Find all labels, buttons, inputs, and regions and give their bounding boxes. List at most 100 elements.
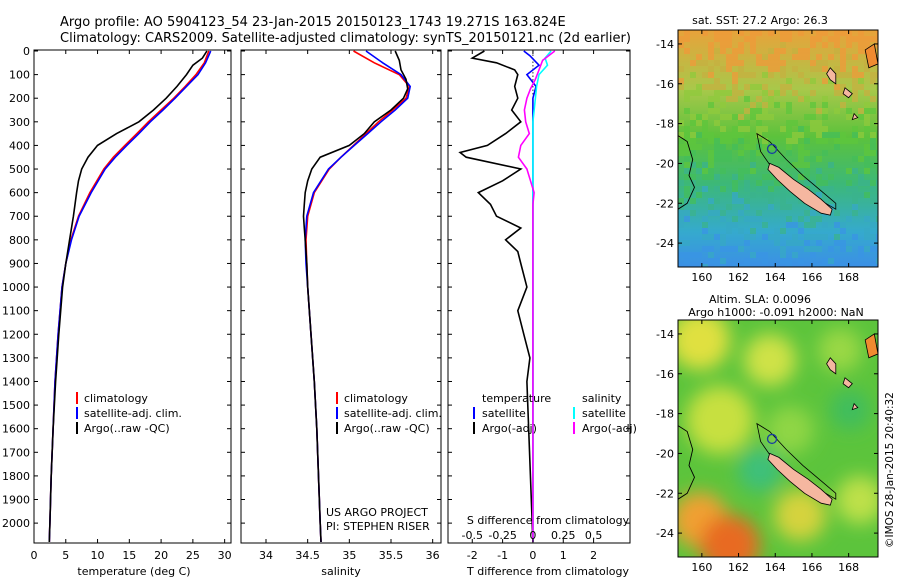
sst-cell xyxy=(852,96,858,102)
sst-cell xyxy=(738,90,744,96)
sst-cell xyxy=(708,132,714,138)
sst-cell xyxy=(828,186,834,192)
sst-cell xyxy=(864,60,870,66)
sst-cell xyxy=(858,114,864,120)
sst-cell xyxy=(780,204,786,210)
sst-cell xyxy=(726,204,732,210)
sst-cell xyxy=(852,126,858,132)
sst-cell xyxy=(738,42,744,48)
sst-cell xyxy=(834,240,840,246)
sst-cell xyxy=(792,240,798,246)
sst-cell xyxy=(732,246,738,252)
new-caledonia-island xyxy=(767,452,833,506)
sst-cell xyxy=(720,234,726,240)
sst-cell xyxy=(846,216,852,222)
sla-anomaly-blob xyxy=(818,328,862,372)
sst-cell xyxy=(852,192,858,198)
sst-cell xyxy=(684,258,690,264)
sst-cell xyxy=(726,222,732,228)
sst-cell xyxy=(690,120,696,126)
sst-cell xyxy=(840,48,846,54)
sst-cell xyxy=(780,66,786,72)
map-y-tick-label: -16 xyxy=(656,368,674,381)
sst-cell xyxy=(696,132,702,138)
sst-cell xyxy=(834,30,840,36)
sst-map-frame xyxy=(677,29,879,268)
sst-cell xyxy=(870,144,876,150)
map-y-tick-label: -24 xyxy=(656,527,674,540)
argo-position-marker xyxy=(766,143,778,155)
sst-cell xyxy=(876,180,878,186)
sst-cell xyxy=(834,66,840,72)
x-tick-label: 35 xyxy=(342,549,356,562)
sla-anomaly-blob xyxy=(830,390,870,430)
sst-cell xyxy=(864,228,870,234)
sst-cell xyxy=(822,180,828,186)
sst-cell xyxy=(702,234,708,240)
sst-cell xyxy=(750,42,756,48)
sst-cell xyxy=(768,186,774,192)
sst-cell xyxy=(786,30,792,36)
legend-label-climatology: climatology xyxy=(84,392,148,405)
sst-cell xyxy=(696,114,702,120)
sst-cell xyxy=(720,84,726,90)
sst-cell xyxy=(846,96,852,102)
sst-cell xyxy=(720,126,726,132)
map-x-tick-label: 160 xyxy=(691,271,712,284)
sst-cell xyxy=(852,198,858,204)
sst-cell xyxy=(840,30,846,36)
sst-cell xyxy=(714,30,720,36)
sst-cell xyxy=(720,66,726,72)
sst-cell xyxy=(840,138,846,144)
sst-cell xyxy=(798,228,804,234)
sst-cell xyxy=(720,246,726,252)
sst-cell xyxy=(750,228,756,234)
sst-cell xyxy=(858,48,864,54)
sst-cell xyxy=(762,222,768,228)
sst-cell xyxy=(714,96,720,102)
series-line-argo-raw-qc- xyxy=(48,50,208,543)
sst-cell xyxy=(684,174,690,180)
x-tick-label: 30 xyxy=(218,549,232,562)
sst-cell xyxy=(864,180,870,186)
sst-cell xyxy=(864,246,870,252)
y-tick-label: 500 xyxy=(9,163,30,176)
sst-cell xyxy=(840,222,846,228)
temperature-legend: climatology satellite-adj. clim. Argo(..… xyxy=(76,392,182,435)
sst-cell xyxy=(696,54,702,60)
sst-cell xyxy=(750,144,756,150)
sst-cell xyxy=(708,210,714,216)
sst-cell xyxy=(840,60,846,66)
sst-cell xyxy=(774,180,780,186)
sst-cell xyxy=(840,246,846,252)
x2-tick-label: 0.5 xyxy=(585,529,603,542)
difference-axes-frame xyxy=(447,49,631,544)
sst-cell xyxy=(714,150,720,156)
sst-cell xyxy=(762,186,768,192)
map-y-tick-label: -14 xyxy=(656,328,674,341)
sst-cell xyxy=(750,84,756,90)
sst-cell xyxy=(696,90,702,96)
temperature-panel: 0100200300400500600700800900100011001200… xyxy=(2,45,232,578)
sst-cell xyxy=(732,84,738,90)
sst-cell xyxy=(750,216,756,222)
sla-anomaly-blob xyxy=(774,489,826,541)
sst-cell xyxy=(744,72,750,78)
sst-cell xyxy=(714,108,720,114)
sst-cell xyxy=(732,216,738,222)
sst-cell xyxy=(828,132,834,138)
sst-cell xyxy=(756,150,762,156)
sst-cell xyxy=(798,132,804,138)
sst-cell xyxy=(738,168,744,174)
y-tick-label: 300 xyxy=(9,116,30,129)
sst-cell xyxy=(702,60,708,66)
sst-cell xyxy=(762,72,768,78)
sst-cell xyxy=(702,222,708,228)
sst-cell xyxy=(822,222,828,228)
sst-cell xyxy=(864,90,870,96)
sst-cell xyxy=(720,156,726,162)
sst-cell xyxy=(744,108,750,114)
sst-cell xyxy=(720,114,726,120)
sst-cell xyxy=(810,180,816,186)
sst-cell xyxy=(702,162,708,168)
